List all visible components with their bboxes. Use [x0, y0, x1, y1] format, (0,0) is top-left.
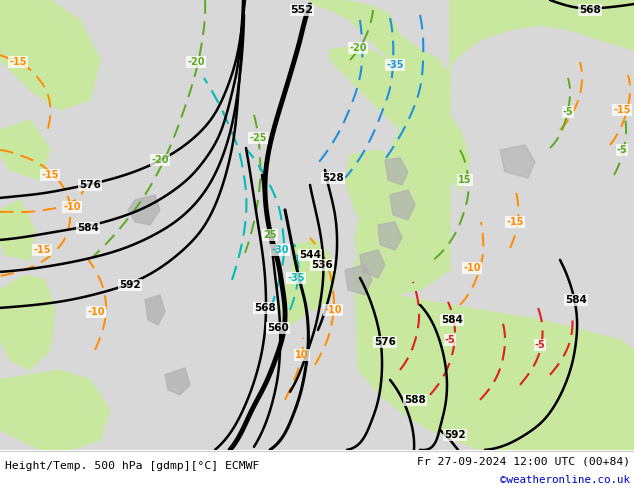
Polygon shape [345, 265, 372, 295]
Text: 560: 560 [267, 323, 289, 333]
Text: ©weatheronline.co.uk: ©weatheronline.co.uk [500, 475, 630, 485]
Polygon shape [0, 200, 35, 260]
Text: 25: 25 [263, 230, 277, 240]
Text: -30: -30 [271, 245, 288, 255]
Text: 584: 584 [441, 315, 463, 325]
Text: -35: -35 [287, 273, 305, 283]
Text: 592: 592 [119, 280, 141, 290]
Text: -15: -15 [41, 170, 59, 180]
Text: -10: -10 [463, 263, 481, 273]
Polygon shape [0, 0, 100, 110]
Polygon shape [355, 260, 634, 450]
Polygon shape [0, 275, 55, 370]
Text: -10: -10 [87, 307, 105, 317]
Polygon shape [145, 295, 165, 325]
Text: 584: 584 [77, 223, 99, 233]
Polygon shape [378, 222, 402, 250]
Text: 568: 568 [579, 5, 601, 15]
Polygon shape [290, 240, 335, 310]
Text: 588: 588 [404, 395, 426, 405]
Text: Height/Temp. 500 hPa [gdmp][°C] ECMWF: Height/Temp. 500 hPa [gdmp][°C] ECMWF [5, 461, 259, 471]
Polygon shape [165, 368, 190, 395]
Text: -25: -25 [249, 133, 267, 143]
Text: -35: -35 [386, 60, 404, 70]
Polygon shape [355, 0, 634, 295]
Text: 536: 536 [311, 260, 333, 270]
Text: Fr 27-09-2024 12:00 UTC (00+84): Fr 27-09-2024 12:00 UTC (00+84) [417, 457, 630, 467]
Polygon shape [425, 370, 490, 425]
Text: 584: 584 [565, 295, 587, 305]
Text: -20: -20 [187, 57, 205, 67]
Text: -20: -20 [349, 43, 366, 53]
Text: -10: -10 [324, 305, 342, 315]
Text: -5: -5 [562, 107, 573, 117]
Text: 592: 592 [444, 430, 466, 440]
Polygon shape [385, 158, 408, 185]
Text: -20: -20 [152, 155, 169, 165]
Polygon shape [310, 0, 450, 120]
Text: -15: -15 [10, 57, 27, 67]
Text: -10: -10 [63, 202, 81, 212]
Text: 528: 528 [322, 173, 344, 183]
Text: 15: 15 [458, 175, 472, 185]
Polygon shape [345, 150, 420, 250]
Polygon shape [0, 120, 50, 180]
Text: 10: 10 [295, 350, 309, 360]
Text: 552: 552 [290, 5, 313, 15]
Polygon shape [0, 0, 634, 450]
Text: 568: 568 [254, 303, 276, 313]
Polygon shape [480, 355, 535, 410]
Polygon shape [500, 145, 535, 178]
Text: -5: -5 [534, 340, 545, 350]
Text: 576: 576 [374, 337, 396, 347]
Polygon shape [0, 370, 110, 450]
Text: -15: -15 [507, 217, 524, 227]
Text: -15: -15 [613, 105, 631, 115]
Polygon shape [280, 280, 310, 325]
Text: -15: -15 [33, 245, 51, 255]
Text: 544: 544 [299, 250, 321, 260]
Text: -5: -5 [617, 145, 628, 155]
Polygon shape [330, 45, 470, 190]
Text: -5: -5 [444, 335, 455, 345]
Polygon shape [360, 250, 385, 278]
Polygon shape [360, 215, 420, 295]
Text: 576: 576 [79, 180, 101, 190]
Polygon shape [390, 190, 415, 220]
Polygon shape [128, 195, 160, 225]
Polygon shape [0, 450, 634, 490]
